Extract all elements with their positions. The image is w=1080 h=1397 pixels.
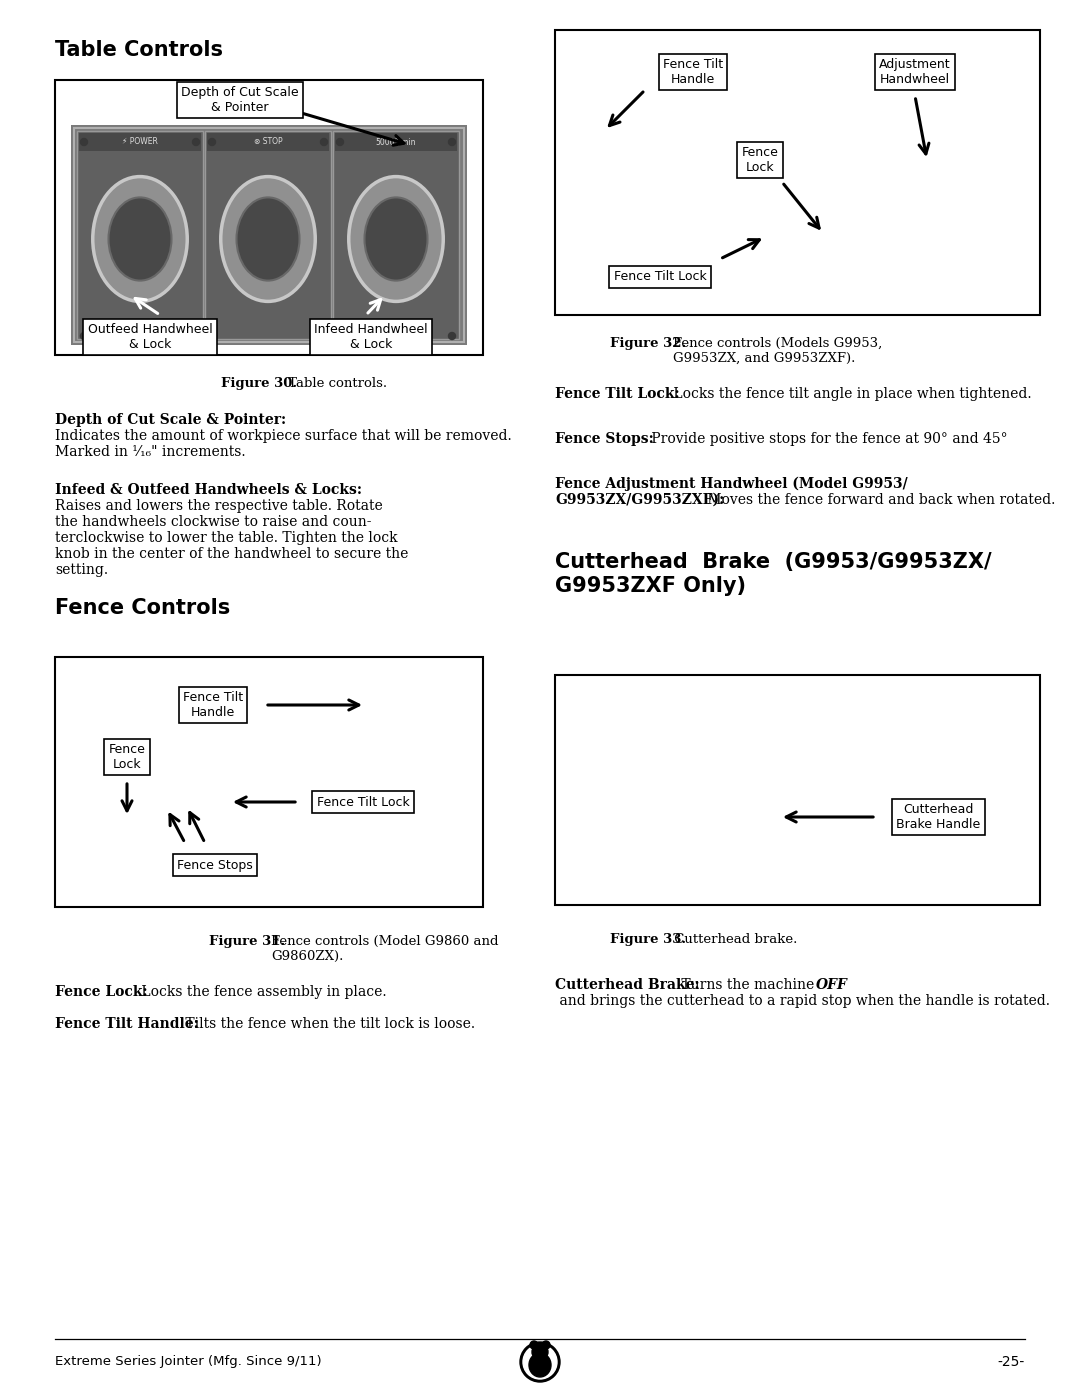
Text: Tilts the fence when the tilt lock is loose.: Tilts the fence when the tilt lock is lo… — [181, 1017, 475, 1031]
Circle shape — [321, 332, 327, 339]
Circle shape — [523, 1345, 557, 1379]
Circle shape — [208, 138, 216, 145]
Text: Raises and lowers the respective table. Rotate: Raises and lowers the respective table. … — [55, 499, 382, 513]
Text: terclockwise to lower the table. Tighten the lock: terclockwise to lower the table. Tighten… — [55, 531, 397, 545]
Text: ⊗ STOP: ⊗ STOP — [254, 137, 282, 147]
Text: Fence controls (Model G9860 and: Fence controls (Model G9860 and — [271, 935, 499, 949]
Text: Fence Tilt Lock:: Fence Tilt Lock: — [555, 387, 679, 401]
Text: Provide positive stops for the fence at 90° and 45°: Provide positive stops for the fence at … — [647, 432, 1008, 446]
Circle shape — [530, 1341, 538, 1350]
Text: Fence controls (Models G9953,: Fence controls (Models G9953, — [673, 337, 882, 351]
Bar — [55, 80, 483, 355]
Text: Cutterhead Brake:: Cutterhead Brake: — [555, 978, 700, 992]
Text: G9953ZX, and G9953ZXF).: G9953ZX, and G9953ZXF). — [673, 352, 855, 365]
Text: Moves the fence forward and back when rotated.: Moves the fence forward and back when ro… — [703, 493, 1055, 507]
Ellipse shape — [349, 176, 443, 302]
Text: Depth of Cut Scale & Pointer:: Depth of Cut Scale & Pointer: — [55, 414, 286, 427]
Text: G9953ZX/G9953ZXF):: G9953ZX/G9953ZXF): — [555, 493, 725, 507]
Text: Fence Controls: Fence Controls — [55, 598, 230, 617]
Text: Extreme Series Jointer (Mfg. Since 9/11): Extreme Series Jointer (Mfg. Since 9/11) — [55, 1355, 322, 1369]
Text: Fence Tilt
Handle: Fence Tilt Handle — [663, 59, 724, 87]
Text: Indicates the amount of workpiece surface that will be removed.: Indicates the amount of workpiece surfac… — [55, 429, 512, 443]
Circle shape — [448, 138, 456, 145]
Text: Fence Lock:: Fence Lock: — [55, 985, 148, 999]
Text: Adjustment
Handwheel: Adjustment Handwheel — [879, 59, 950, 87]
Text: ⚡ POWER: ⚡ POWER — [122, 137, 158, 147]
Circle shape — [519, 1343, 561, 1382]
Text: Cutterhead brake.: Cutterhead brake. — [670, 933, 797, 946]
Text: setting.: setting. — [55, 563, 108, 577]
Text: the handwheels clockwise to raise and coun-: the handwheels clockwise to raise and co… — [55, 515, 372, 529]
Text: 5000°/min: 5000°/min — [376, 137, 416, 147]
Text: Cutterhead  Brake  (G9953/G9953ZX/: Cutterhead Brake (G9953/G9953ZX/ — [555, 552, 991, 571]
Bar — [335, 133, 457, 151]
Ellipse shape — [108, 197, 172, 281]
Text: Fence Stops:: Fence Stops: — [555, 432, 653, 446]
Bar — [555, 675, 1040, 905]
Text: Depth of Cut Scale
& Pointer: Depth of Cut Scale & Pointer — [181, 87, 299, 115]
Text: OFF: OFF — [816, 978, 848, 992]
Circle shape — [542, 1341, 550, 1350]
Text: Figure 33.: Figure 33. — [610, 933, 686, 946]
Circle shape — [337, 138, 343, 145]
Bar — [71, 124, 467, 345]
Text: Locks the fence assembly in place.: Locks the fence assembly in place. — [137, 985, 387, 999]
Bar — [77, 131, 203, 339]
Text: Fence Adjustment Handwheel (Model G9953/: Fence Adjustment Handwheel (Model G9953/ — [555, 476, 908, 492]
Text: Table controls.: Table controls. — [284, 377, 387, 390]
Text: Figure 32.: Figure 32. — [610, 337, 686, 351]
Text: Fence Tilt Handle:: Fence Tilt Handle: — [55, 1017, 199, 1031]
Bar — [207, 133, 329, 151]
Text: Infeed & Outfeed Handwheels & Locks:: Infeed & Outfeed Handwheels & Locks: — [55, 483, 362, 497]
Text: Infeed Handwheel
& Lock: Infeed Handwheel & Lock — [314, 323, 428, 351]
Circle shape — [208, 332, 216, 339]
Text: Fence Tilt Lock: Fence Tilt Lock — [316, 795, 409, 809]
Text: Fence Tilt
Handle: Fence Tilt Handle — [183, 692, 243, 719]
Ellipse shape — [365, 197, 428, 281]
Circle shape — [81, 332, 87, 339]
Text: Cutterhead
Brake Handle: Cutterhead Brake Handle — [896, 803, 981, 831]
Text: Locks the fence tilt angle in place when tightened.: Locks the fence tilt angle in place when… — [669, 387, 1031, 401]
Circle shape — [81, 138, 87, 145]
Bar — [79, 133, 201, 151]
Ellipse shape — [93, 176, 187, 302]
Text: G9953ZXF Only): G9953ZXF Only) — [555, 576, 746, 597]
Circle shape — [192, 332, 200, 339]
Text: Outfeed Handwheel
& Lock: Outfeed Handwheel & Lock — [87, 323, 213, 351]
Text: Marked in ¹⁄₁₆" increments.: Marked in ¹⁄₁₆" increments. — [55, 446, 245, 460]
Text: Fence
Lock: Fence Lock — [109, 743, 146, 771]
Ellipse shape — [237, 197, 299, 281]
Bar — [555, 29, 1040, 314]
Circle shape — [192, 138, 200, 145]
Bar — [333, 131, 459, 339]
Bar — [205, 131, 330, 339]
Circle shape — [321, 138, 327, 145]
Text: and brings the cutterhead to a rapid stop when the handle is rotated.: and brings the cutterhead to a rapid sto… — [555, 995, 1050, 1009]
Text: Fence
Lock: Fence Lock — [742, 147, 779, 175]
Text: Turns the machine: Turns the machine — [677, 978, 819, 992]
Bar — [75, 129, 464, 342]
Text: Figure 30.: Figure 30. — [221, 377, 297, 390]
Text: Table Controls: Table Controls — [55, 41, 222, 60]
Circle shape — [448, 332, 456, 339]
Text: knob in the center of the handwheel to secure the: knob in the center of the handwheel to s… — [55, 548, 408, 562]
Text: Figure 31.: Figure 31. — [210, 935, 285, 949]
Text: Fence Stops: Fence Stops — [177, 859, 253, 872]
Text: Fence Tilt Lock: Fence Tilt Lock — [613, 271, 706, 284]
Text: -25-: -25- — [998, 1355, 1025, 1369]
Text: G9860ZX).: G9860ZX). — [271, 950, 343, 963]
Ellipse shape — [220, 176, 315, 302]
Circle shape — [337, 332, 343, 339]
Bar — [55, 657, 483, 907]
Ellipse shape — [529, 1354, 551, 1377]
Circle shape — [532, 1344, 548, 1361]
